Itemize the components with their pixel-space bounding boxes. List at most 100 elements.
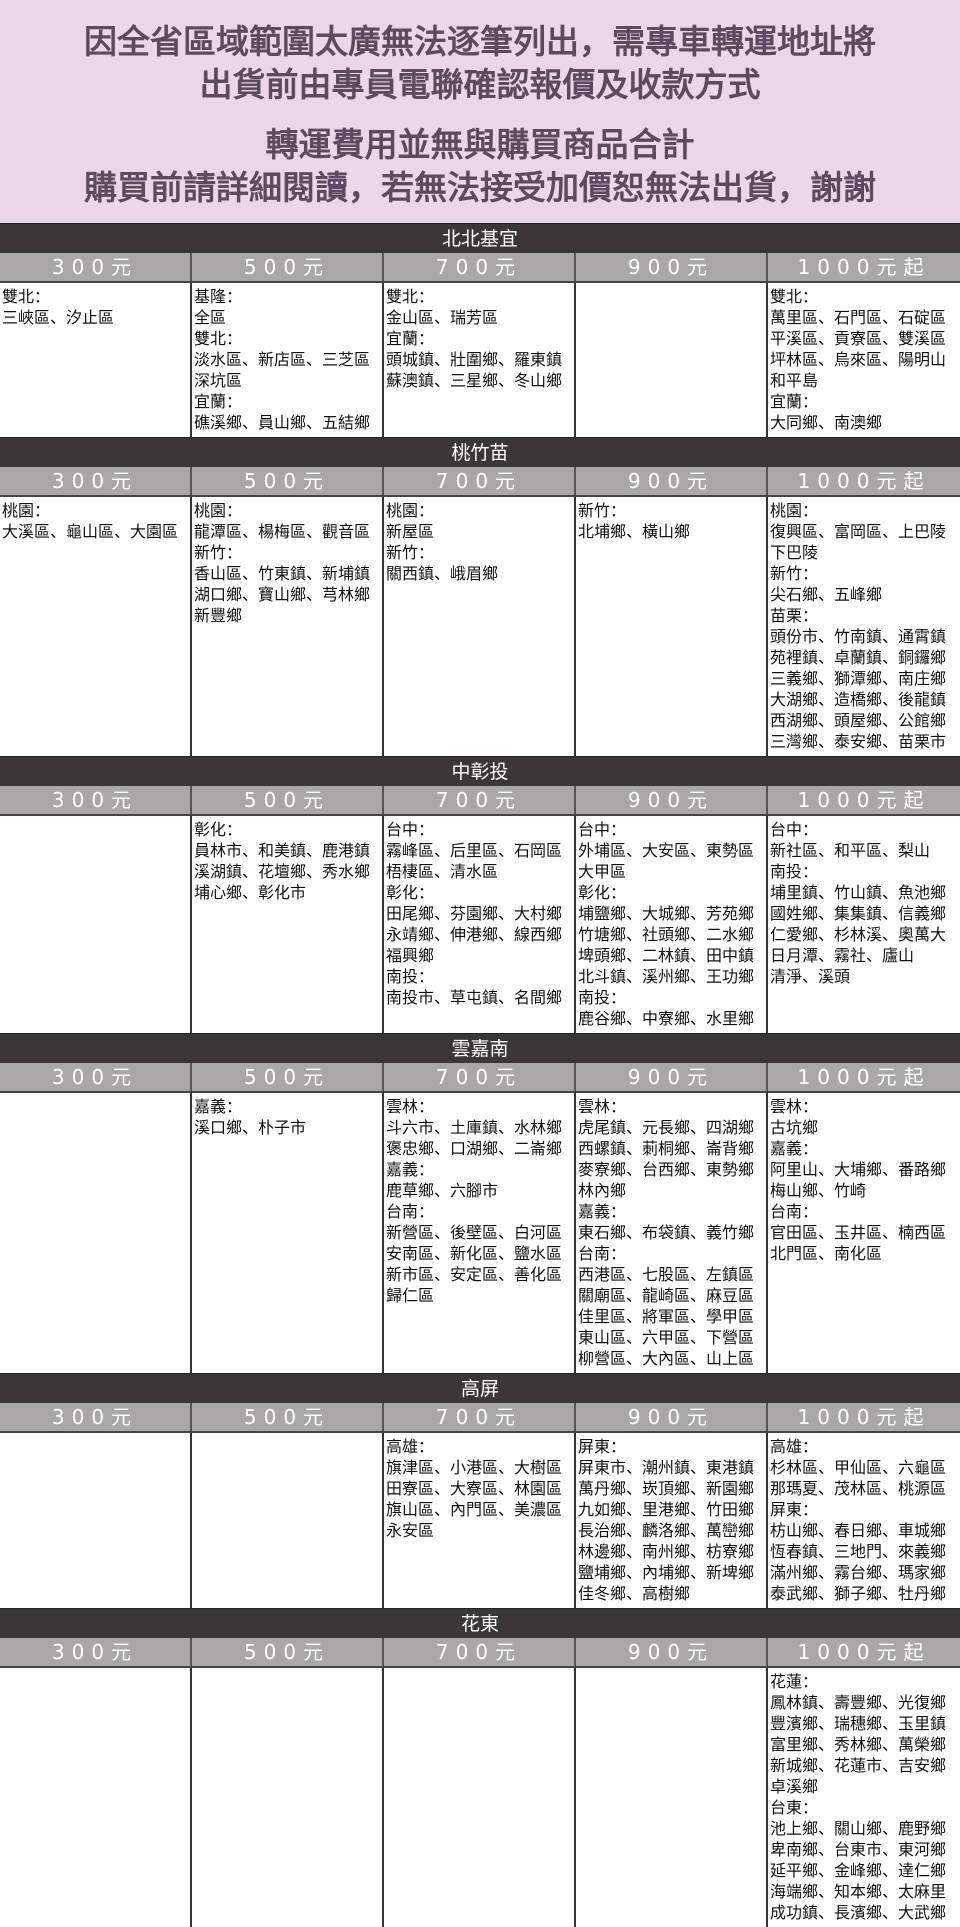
county-label: 雲林：	[578, 1097, 627, 1116]
district-list: 尖石鄉、五峰鄉	[770, 585, 883, 604]
county-label: 雙北：	[2, 287, 51, 306]
price-header: 300元	[0, 1063, 192, 1091]
district-list: 永靖鄉、伸港鄉、線西鄉	[386, 925, 563, 944]
county-label: 苗栗：	[770, 606, 819, 625]
area-cell: 屏東： 屏東市、潮州鎮、東港鎮 萬丹鄉、崁頂鄉、新園鄉 九如鄉、里港鄉、竹田鄉 長治鄉、…	[576, 1433, 768, 1608]
area-cell	[0, 1433, 192, 1608]
shipping-notice: 因全省區域範圍太廣無法逐筆列出，需專車轉運地址將 出貨前由專員電聯確認報價及收款…	[0, 0, 960, 223]
area-cell	[384, 1668, 576, 1927]
area-cell: 桃園： 龍潭區、楊梅區、觀音區 新竹： 香山區、竹東鎮、新埔鎮 湖口鄉、寶山鄉、芎林鄉新…	[192, 497, 384, 756]
district-list: 新市區、安定區、善化區	[386, 1265, 563, 1284]
region-section: 桃竹苗 300元 500元 700元 900元 1000元起 桃園： 大溪區、龜山區、大園區桃…	[0, 437, 960, 756]
county-label: 新竹：	[194, 543, 243, 562]
district-list: 新城鄉、花蓮市、吉安鄉	[770, 1756, 947, 1775]
county-label: 嘉義：	[578, 1202, 627, 1221]
notice-line: 轉運費用並無與購買商品合計	[265, 125, 695, 164]
area-cell	[0, 1668, 192, 1927]
region-section: 中彰投 300元 500元 700元 900元 1000元起 彰化： 員林市、和美鎮、鹿港鎮溪…	[0, 756, 960, 1033]
district-list: 滿州鄉、霧台鄉、瑪家鄉	[770, 1563, 947, 1582]
district-list: 東山區、六甲區、下營區	[578, 1328, 755, 1347]
county-label: 雲林：	[770, 1097, 819, 1116]
district-list: 埔心鄉、彰化市	[194, 883, 307, 902]
district-list: 萬丹鄉、崁頂鄉、新園鄉	[578, 1479, 755, 1498]
district-list: 平溪區、貢寮區、雙溪區	[770, 329, 947, 348]
district-list: 池上鄉、關山鄉、鹿野鄉	[770, 1819, 947, 1838]
area-row: 嘉義： 溪口鄉、朴子市 雲林： 斗六市、土庫鎮、水林鄉 褒忠鄉、口湖鄉、二崙鄉 嘉義： 鹿草…	[0, 1091, 960, 1373]
district-list: 恆春鎮、三地門、來義鄉	[770, 1542, 947, 1561]
county-label: 台中：	[578, 820, 627, 839]
district-list: 三義鄉、獅潭鄉、南庄鄉	[770, 669, 947, 688]
county-label: 桃園：	[386, 501, 435, 520]
district-list: 斗六市、土庫鎮、水林鄉	[386, 1118, 563, 1137]
county-label: 台中：	[386, 820, 435, 839]
price-header: 300元	[0, 786, 192, 814]
district-list: 褒忠鄉、口湖鄉、二崙鄉	[386, 1139, 563, 1158]
district-list: 深坑區	[194, 371, 243, 390]
county-label: 雙北：	[194, 329, 243, 348]
county-label: 雙北：	[386, 287, 435, 306]
district-list: 旗津區、小港區、大樹區	[386, 1458, 563, 1477]
district-list: 泰武鄉、獅子鄉、牡丹鄉	[770, 1584, 947, 1603]
area-cell: 高雄： 旗津區、小港區、大樹區 田寮區、大寮區、林園區 旗山區、內門區、美濃區 永安區	[384, 1433, 576, 1608]
county-label: 雙北：	[770, 287, 819, 306]
district-list: 三峽區、汐止區	[2, 308, 115, 327]
area-row: 桃園： 大溪區、龜山區、大園區 桃園： 龍潭區、楊梅區、觀音區 新竹： 香山區、竹東鎮、新…	[0, 495, 960, 756]
district-list: 關廟區、龍崎區、麻豆區	[578, 1286, 755, 1305]
district-list: 清淨、溪頭	[770, 967, 851, 986]
region-section: 北北基宜 300元 500元 700元 900元 1000元起 雙北： 三峽區、汐止區 基隆： 全…	[0, 223, 960, 437]
county-label: 屏東：	[770, 1500, 819, 1519]
area-cell: 基隆： 全區 雙北： 淡水區、新店區、三芝區 深坑區 宜蘭： 礁溪鄉、員山鄉、五結鄉	[192, 283, 384, 437]
price-header-row: 300元 500元 700元 900元 1000元起	[0, 467, 960, 495]
price-header: 900元	[576, 467, 768, 495]
price-header: 1000元起	[797, 1065, 931, 1089]
notice-line: 購買前請詳細閱讀，若無法接受加價恕無法出貨，謝謝	[84, 168, 876, 207]
county-label: 嘉義：	[194, 1097, 243, 1116]
price-header: 900元	[576, 1638, 768, 1666]
region-title: 中彰投	[0, 756, 960, 786]
district-list: 霧峰區、后里區、石岡區	[386, 841, 563, 860]
price-header: 900元	[576, 1403, 768, 1431]
area-row: 花蓮： 鳳林鎮、壽豐鄉、光復鄉 豐濱鄉、瑞穗鄉、玉里鎮 富里鄉、秀林鄉、萬榮鄉 新城鄉、…	[0, 1666, 960, 1927]
area-cell: 桃園： 大溪區、龜山區、大園區	[0, 497, 192, 756]
district-list: 復興區、富岡區、上巴陵	[770, 522, 947, 541]
county-label: 台中：	[770, 820, 819, 839]
region-title: 花東	[0, 1608, 960, 1638]
county-label: 台南：	[386, 1202, 435, 1221]
district-list: 西湖鄉、頭屋鄉、公館鄉	[770, 711, 947, 730]
price-header: 300元	[0, 1638, 192, 1666]
district-list: 金山區、瑞芳區	[386, 308, 499, 327]
price-header-row: 300元 500元 700元 900元 1000元起	[0, 1403, 960, 1431]
district-list: 杉林區、甲仙區、六龜區	[770, 1458, 947, 1477]
region-section: 高屏 300元 500元 700元 900元 1000元起 高雄： 旗津區、小港區、大樹區 田寮…	[0, 1373, 960, 1608]
region-title: 北北基宜	[0, 223, 960, 253]
district-list: 仁愛鄉、杉林溪、奧萬大	[770, 925, 947, 944]
region-section: 雲嘉南 300元 500元 700元 900元 1000元起 嘉義： 溪口鄉、朴子市 雲林： 斗六…	[0, 1033, 960, 1373]
district-list: 鳳林鎮、壽豐鄉、光復鄉	[770, 1693, 947, 1712]
price-header: 900元	[576, 786, 768, 814]
area-cell	[576, 283, 768, 437]
area-cell: 彰化： 員林市、和美鎮、鹿港鎮 溪湖鎮、花壇鄉、秀水鄉 埔心鄉、彰化市	[192, 816, 384, 1033]
district-list: 官田區、玉井區、楠西區	[770, 1223, 947, 1242]
area-cell	[576, 1668, 768, 1927]
area-cell: 台中： 外埔區、大安區、東勢區 大甲區 彰化： 埔鹽鄉、大城鄉、芳苑鄉 竹塘鄉、社頭鄉、二…	[576, 816, 768, 1033]
shipping-fee-table: 北北基宜 300元 500元 700元 900元 1000元起 雙北： 三峽區、汐止區 基隆：全…	[0, 223, 960, 1927]
district-list: 大甲區	[578, 862, 627, 881]
district-list: 國姓鄉、集集鎮、信義鄉	[770, 904, 947, 923]
district-list: 大同鄉、南澳鄉	[770, 413, 883, 432]
district-list: 苑裡鎮、卓蘭鎮、銅鑼鄉	[770, 648, 947, 667]
district-list: 福興鄉	[386, 946, 435, 965]
district-list: 旗山區、內門區、美濃區	[386, 1500, 563, 1519]
price-header: 700元	[384, 467, 576, 495]
district-list: 鹿谷鄉、中寮鄉、水里鄉	[578, 1009, 755, 1028]
district-list: 礁溪鄉、員山鄉、五結鄉	[194, 413, 371, 432]
district-list: 萬里區、石門區、石碇區	[770, 308, 947, 327]
price-header: 700元	[384, 253, 576, 281]
area-cell: 雙北： 三峽區、汐止區	[0, 283, 192, 437]
district-list: 新豐鄉	[194, 606, 243, 625]
district-list: 坪林區、烏來區、陽明山	[770, 350, 947, 369]
district-list: 卓溪鄉	[770, 1777, 819, 1796]
county-label: 宜蘭：	[194, 392, 243, 411]
area-row: 雙北： 三峽區、汐止區 基隆： 全區 雙北： 淡水區、新店區、三芝區 深坑區 宜蘭： 礁溪鄉、員…	[0, 281, 960, 437]
price-header: 1000元起	[797, 469, 931, 493]
price-header: 300元	[0, 467, 192, 495]
